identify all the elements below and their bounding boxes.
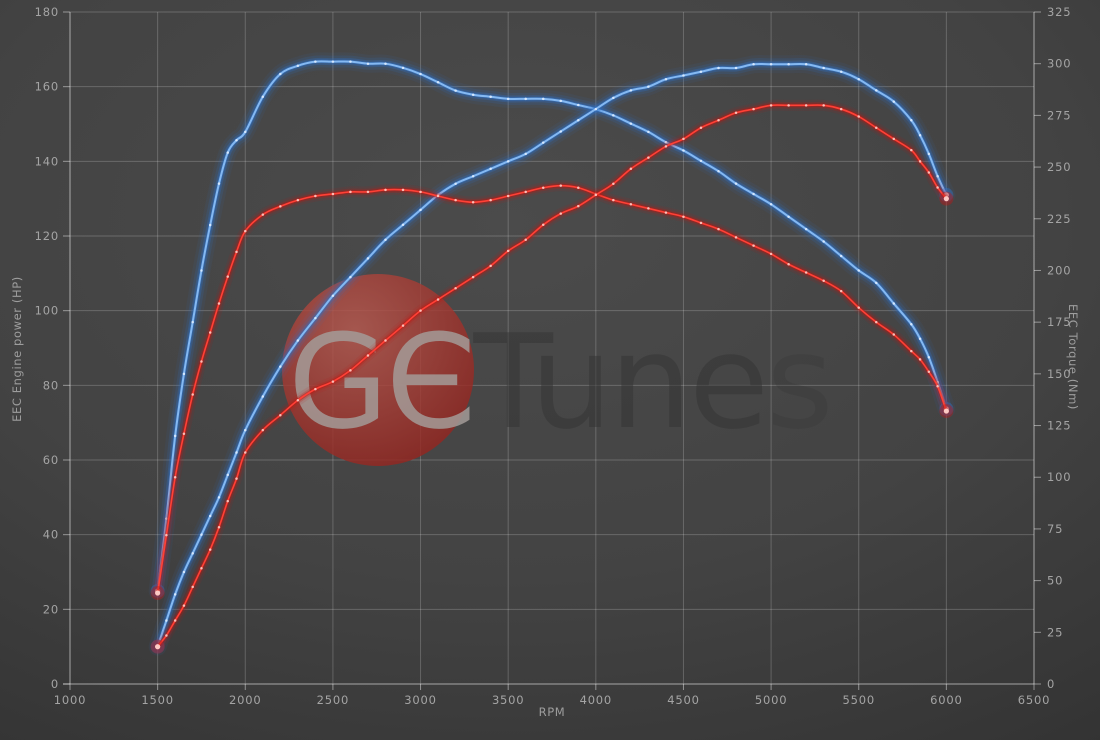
svg-text:250: 250 [1047, 160, 1071, 174]
svg-text:175: 175 [1047, 315, 1071, 329]
x-axis-title: RPM [538, 705, 566, 719]
torque-tuned-blue-points [165, 60, 939, 520]
watermark: GЄTunes [282, 274, 834, 466]
svg-text:200: 200 [1047, 263, 1071, 277]
svg-text:20: 20 [43, 602, 59, 616]
power-tuned-blue-points [165, 63, 939, 622]
svg-text:150: 150 [1047, 367, 1071, 381]
svg-text:5500: 5500 [842, 693, 874, 707]
y-left-tick-labels: 0 20 40 60 80 100 120 140 160 180 [35, 5, 59, 691]
svg-text:125: 125 [1047, 419, 1071, 433]
svg-text:50: 50 [1047, 574, 1063, 588]
svg-text:2500: 2500 [317, 693, 349, 707]
svg-text:0: 0 [51, 677, 59, 691]
svg-text:1500: 1500 [141, 693, 173, 707]
y-right-axis-title: EEC Torque (Nm) [1066, 304, 1080, 410]
axis-frame [63, 12, 1035, 685]
svg-text:225: 225 [1047, 212, 1071, 226]
svg-text:60: 60 [43, 453, 59, 467]
svg-text:0: 0 [1047, 677, 1055, 691]
y-left-axis-title: EEC Engine power (HP) [10, 276, 24, 422]
torque-original-red-curve [150, 180, 954, 601]
torque-tuned-blue-curve [148, 52, 956, 600]
power-original-red-points [165, 104, 939, 637]
power-original-red-curve [150, 99, 954, 654]
svg-text:160: 160 [35, 80, 59, 94]
svg-text:6500: 6500 [1018, 693, 1050, 707]
svg-text:80: 80 [43, 378, 59, 392]
gridlines [70, 11, 1034, 684]
svg-text:3500: 3500 [492, 693, 524, 707]
svg-text:4500: 4500 [667, 693, 699, 707]
svg-text:300: 300 [1047, 57, 1071, 71]
svg-text:75: 75 [1047, 522, 1063, 536]
svg-text:6000: 6000 [930, 693, 962, 707]
svg-text:40: 40 [43, 528, 59, 542]
watermark-circle [282, 274, 474, 466]
svg-text:3000: 3000 [404, 693, 436, 707]
svg-text:140: 140 [35, 154, 59, 168]
svg-text:120: 120 [35, 229, 59, 243]
svg-text:4000: 4000 [580, 693, 612, 707]
x-tick-labels: 1000 1500 2000 2500 3000 3500 4000 4500 5000 5500… [54, 693, 1050, 707]
svg-text:5000: 5000 [755, 693, 787, 707]
watermark-text: GЄTunes [288, 306, 831, 458]
tick-marks [63, 11, 1041, 690]
svg-text:180: 180 [35, 5, 59, 19]
svg-text:25: 25 [1047, 625, 1063, 639]
svg-text:1000: 1000 [54, 693, 86, 707]
torque-original-red-points [165, 184, 939, 537]
power-tuned-blue-curve [148, 54, 956, 656]
y-right-tick-labels: 0 25 50 75 100 125 150 175 200 225 250 275 300 325 [1047, 5, 1071, 691]
svg-text:325: 325 [1047, 5, 1071, 19]
svg-text:100: 100 [35, 304, 59, 318]
svg-text:2000: 2000 [229, 693, 261, 707]
svg-text:100: 100 [1047, 470, 1071, 484]
svg-text:275: 275 [1047, 108, 1071, 122]
